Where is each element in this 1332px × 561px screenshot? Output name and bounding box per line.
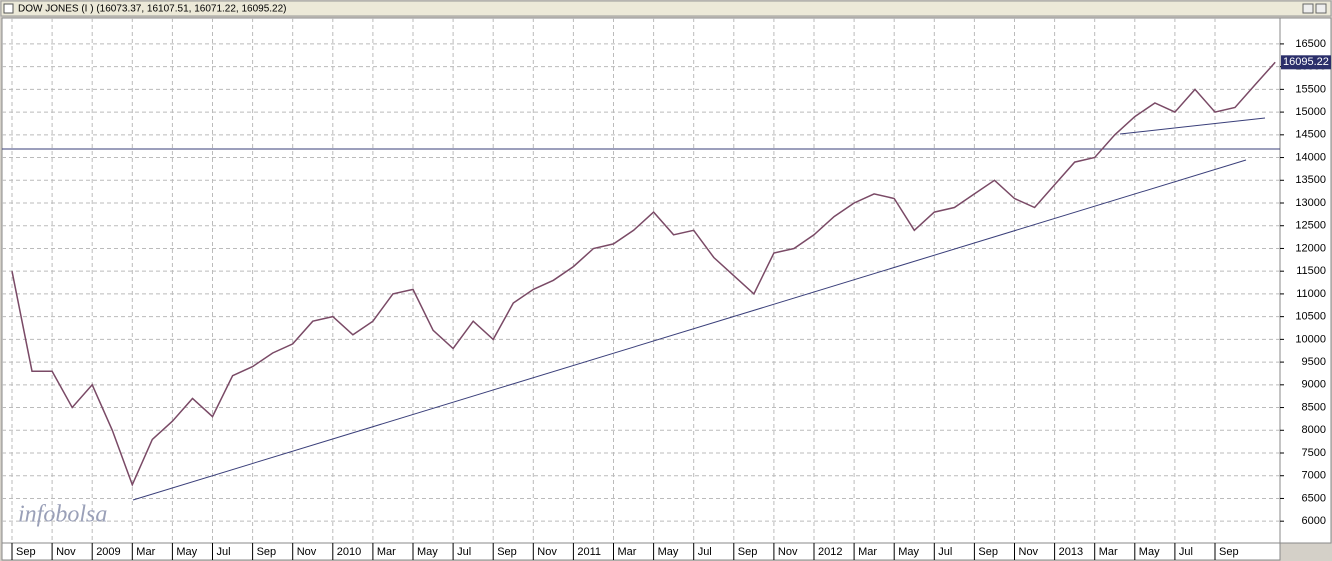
x-tick-label: 2010 xyxy=(337,546,361,558)
chart-title: DOW JONES (I ) (16073.37, 16107.51, 1607… xyxy=(18,4,287,15)
price-line xyxy=(11,61,1276,487)
trend-line xyxy=(1119,117,1266,135)
y-tick-label: 9500 xyxy=(1302,356,1326,368)
y-tick-label: 9000 xyxy=(1302,379,1326,391)
y-tick-label: 8500 xyxy=(1302,401,1326,413)
x-tick-label: Sep xyxy=(978,546,998,558)
close-button[interactable] xyxy=(1315,3,1327,14)
last-value-box xyxy=(1281,55,1331,70)
y-tick-label: 14000 xyxy=(1295,151,1326,163)
y-axis-area xyxy=(1279,17,1332,544)
y-tick-label: 10000 xyxy=(1295,333,1326,345)
y-tick-label: 13500 xyxy=(1295,174,1326,186)
x-tick-label: May xyxy=(898,546,919,558)
x-tick-label: Nov xyxy=(297,546,317,558)
x-tick-label: 2009 xyxy=(96,546,120,558)
x-tick-label: May xyxy=(1139,546,1160,558)
y-tick-label: 7500 xyxy=(1302,447,1326,459)
x-tick-label: Jul xyxy=(1179,546,1193,558)
x-tick-label: Jul xyxy=(217,546,231,558)
x-tick-label: Nov xyxy=(1019,546,1039,558)
y-tick-label: 14500 xyxy=(1295,129,1326,141)
y-tick-label: 15000 xyxy=(1295,106,1326,118)
x-tick-label: Jul xyxy=(938,546,952,558)
x-tick-label: Mar xyxy=(858,546,877,558)
window-icon xyxy=(3,3,14,14)
restore-button[interactable] xyxy=(1302,3,1314,14)
y-tick-label: 12500 xyxy=(1295,220,1326,232)
y-tick-label: 10500 xyxy=(1295,311,1326,323)
y-tick-label: 6000 xyxy=(1302,515,1326,527)
x-tick-label: Mar xyxy=(618,546,637,558)
x-tick-label: 2013 xyxy=(1059,546,1083,558)
last-value-label: 16095.22 xyxy=(1283,56,1329,68)
x-tick-label: May xyxy=(658,546,679,558)
x-tick-label: Mar xyxy=(1099,546,1118,558)
x-tick-label: Nov xyxy=(778,546,798,558)
x-tick-label: Sep xyxy=(257,546,277,558)
x-tick-label: Jul xyxy=(698,546,712,558)
x-axis-area xyxy=(1,542,1281,561)
x-tick-label: 2012 xyxy=(818,546,842,558)
y-tick-label: 15500 xyxy=(1295,83,1326,95)
x-tick-label: Sep xyxy=(738,546,758,558)
x-tick-label: Mar xyxy=(377,546,396,558)
y-tick-label: 13000 xyxy=(1295,197,1326,209)
y-tick-label: 11500 xyxy=(1296,265,1326,277)
y-tick-label: 6500 xyxy=(1302,492,1326,504)
x-tick-label: Sep xyxy=(1219,546,1239,558)
x-tick-label: Nov xyxy=(537,546,557,558)
x-tick-label: Sep xyxy=(16,546,36,558)
y-tick-label: 12000 xyxy=(1295,242,1326,254)
x-tick-label: Mar xyxy=(136,546,155,558)
y-tick-label: 7000 xyxy=(1302,470,1326,482)
plot-area xyxy=(1,17,1281,544)
watermark: infobolsa xyxy=(18,502,107,528)
x-tick-label: May xyxy=(176,546,197,558)
x-tick-label: May xyxy=(417,546,438,558)
y-tick-label: 16500 xyxy=(1295,38,1326,50)
y-tick-label: 11000 xyxy=(1296,288,1326,300)
x-tick-label: 2011 xyxy=(577,546,601,558)
x-tick-label: Nov xyxy=(56,546,76,558)
y-tick-label: 8000 xyxy=(1302,424,1326,436)
x-tick-label: Sep xyxy=(497,546,517,558)
x-tick-label: Jul xyxy=(457,546,471,558)
trend-line xyxy=(132,159,1247,501)
title-bar xyxy=(0,0,1332,17)
